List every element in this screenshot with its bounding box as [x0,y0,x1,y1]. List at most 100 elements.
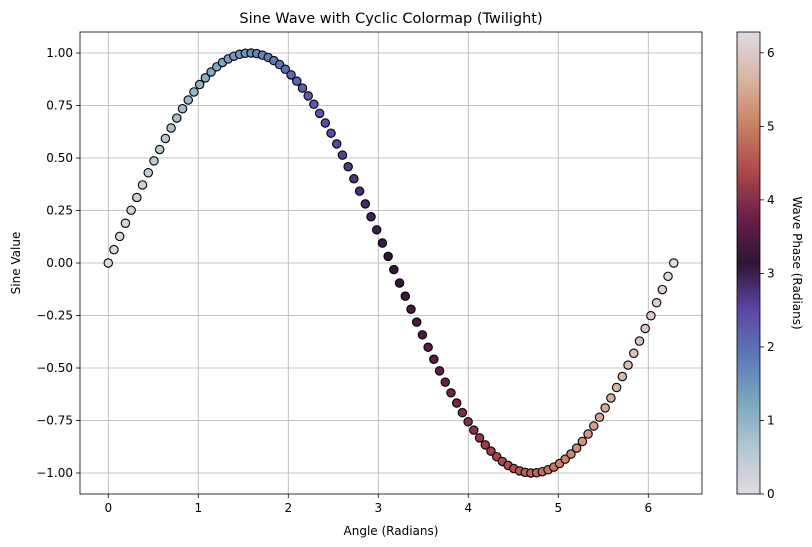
scatter-point [423,342,433,352]
scatter-point [337,150,348,160]
scatter-point [589,421,599,431]
x-axis-label: Angle (Radians) [344,524,439,538]
scatter-point [280,64,291,75]
scatter-point [663,271,673,282]
scatter-point [309,99,319,110]
y-tick-label: 0.75 [46,99,73,113]
scatter-point [189,87,199,97]
scatter-point [349,174,359,184]
scatter-point [600,403,610,413]
plot-area: 0 1 2 3 4 5 6 1.00 0.75 0.50 0.25 0.00 −0.25 −0.50 −0… [36,31,703,515]
colorbar-tick-label: 4 [767,193,775,207]
scatter-point [394,278,405,288]
scatter-point [429,354,439,364]
x-tick-label: 5 [554,501,562,515]
colorbar-tick-label: 1 [767,413,775,427]
y-axis: 1.00 0.75 0.50 0.25 0.00 −0.25 −0.50 −0.75 −1.00 [36,46,80,480]
colorbar-ticks: 0 1 2 3 4 5 6 [760,46,775,501]
scatter-point [132,192,142,203]
scatter-point [103,258,114,268]
scatter-point [411,317,422,327]
scatter-point [126,205,136,216]
scatter-point [440,377,451,387]
colorbar: 0 1 2 3 4 5 6 Wave Phase (Radians) [736,31,804,501]
scatter-point [406,304,416,315]
y-tick-label: 0.00 [46,256,73,270]
scatter-point [109,244,119,255]
scatter-point [314,108,325,119]
x-axis: 0 1 2 3 4 5 6 [104,494,652,515]
scatter-point [474,433,485,443]
scatter-point [446,388,456,398]
scatter-point [292,76,302,86]
y-tick-label: −0.25 [36,309,73,323]
x-tick-label: 6 [644,501,652,515]
scatter-point [183,95,193,105]
scatter-point [320,118,331,128]
y-tick-label: 1.00 [46,46,73,60]
scatter-point [343,162,353,172]
scatter-point [137,180,148,190]
scatter-point [463,416,473,427]
scatter-point [651,297,662,308]
grid [80,32,702,494]
x-tick-label: 2 [284,501,292,515]
scatter-point [623,360,633,370]
scatter-point [417,330,428,340]
scatter-point [657,284,668,295]
chart-title: Sine Wave with Cyclic Colormap (Twilight… [239,11,542,27]
scatter-point [166,123,176,133]
scatter-point [617,371,628,382]
scatter-point [389,264,399,275]
y-tick-label: −0.75 [36,414,73,428]
scatter-point [480,440,491,450]
colorbar-tick-label: 0 [767,487,775,501]
scatter-point [434,366,445,376]
scatter-point [177,103,188,114]
scatter-point [669,258,679,268]
scatter-point [114,231,125,242]
x-tick-label: 4 [464,501,472,515]
scatter-point [366,211,376,222]
y-tick-label: 0.25 [46,204,73,218]
scatter-point [606,393,616,403]
scatter-point [629,348,639,359]
scatter-point [577,436,588,447]
scatter-point [143,167,153,178]
scatter-point [646,310,656,321]
scatter-point [194,79,205,90]
scatter-point [611,382,622,393]
scatter-point [377,238,388,248]
scatter-point [457,407,468,418]
scatter-point [583,429,593,439]
x-tick-label: 1 [194,501,202,515]
scatter-point [297,83,308,93]
scatter-point [594,412,605,423]
colorbar-tick-label: 2 [767,340,775,354]
scatter-point [451,398,462,408]
scatter-point [640,323,650,334]
y-tick-label: −1.00 [36,466,73,480]
colorbar-label: Wave Phase (Radians) [790,196,804,329]
scatter-point [371,225,382,235]
y-tick-label: 0.50 [46,151,73,165]
scatter-point [360,199,371,209]
scatter-point [172,113,182,123]
scatter-points [103,48,679,478]
scatter-point [566,449,576,459]
x-tick-label: 3 [374,501,382,515]
colorbar-tick-label: 5 [767,119,775,133]
scatter-point [400,291,411,301]
x-tick-label: 0 [104,501,112,515]
scatter-point [354,186,365,196]
scatter-point [160,133,171,144]
y-tick-label: −0.50 [36,361,73,375]
scatter-point [469,425,479,435]
scatter-point [571,443,582,453]
scatter-point [154,144,165,155]
scatter-point [200,73,211,83]
scatter-point [383,251,393,262]
scatter-point [486,446,496,456]
scatter-point [634,336,645,346]
